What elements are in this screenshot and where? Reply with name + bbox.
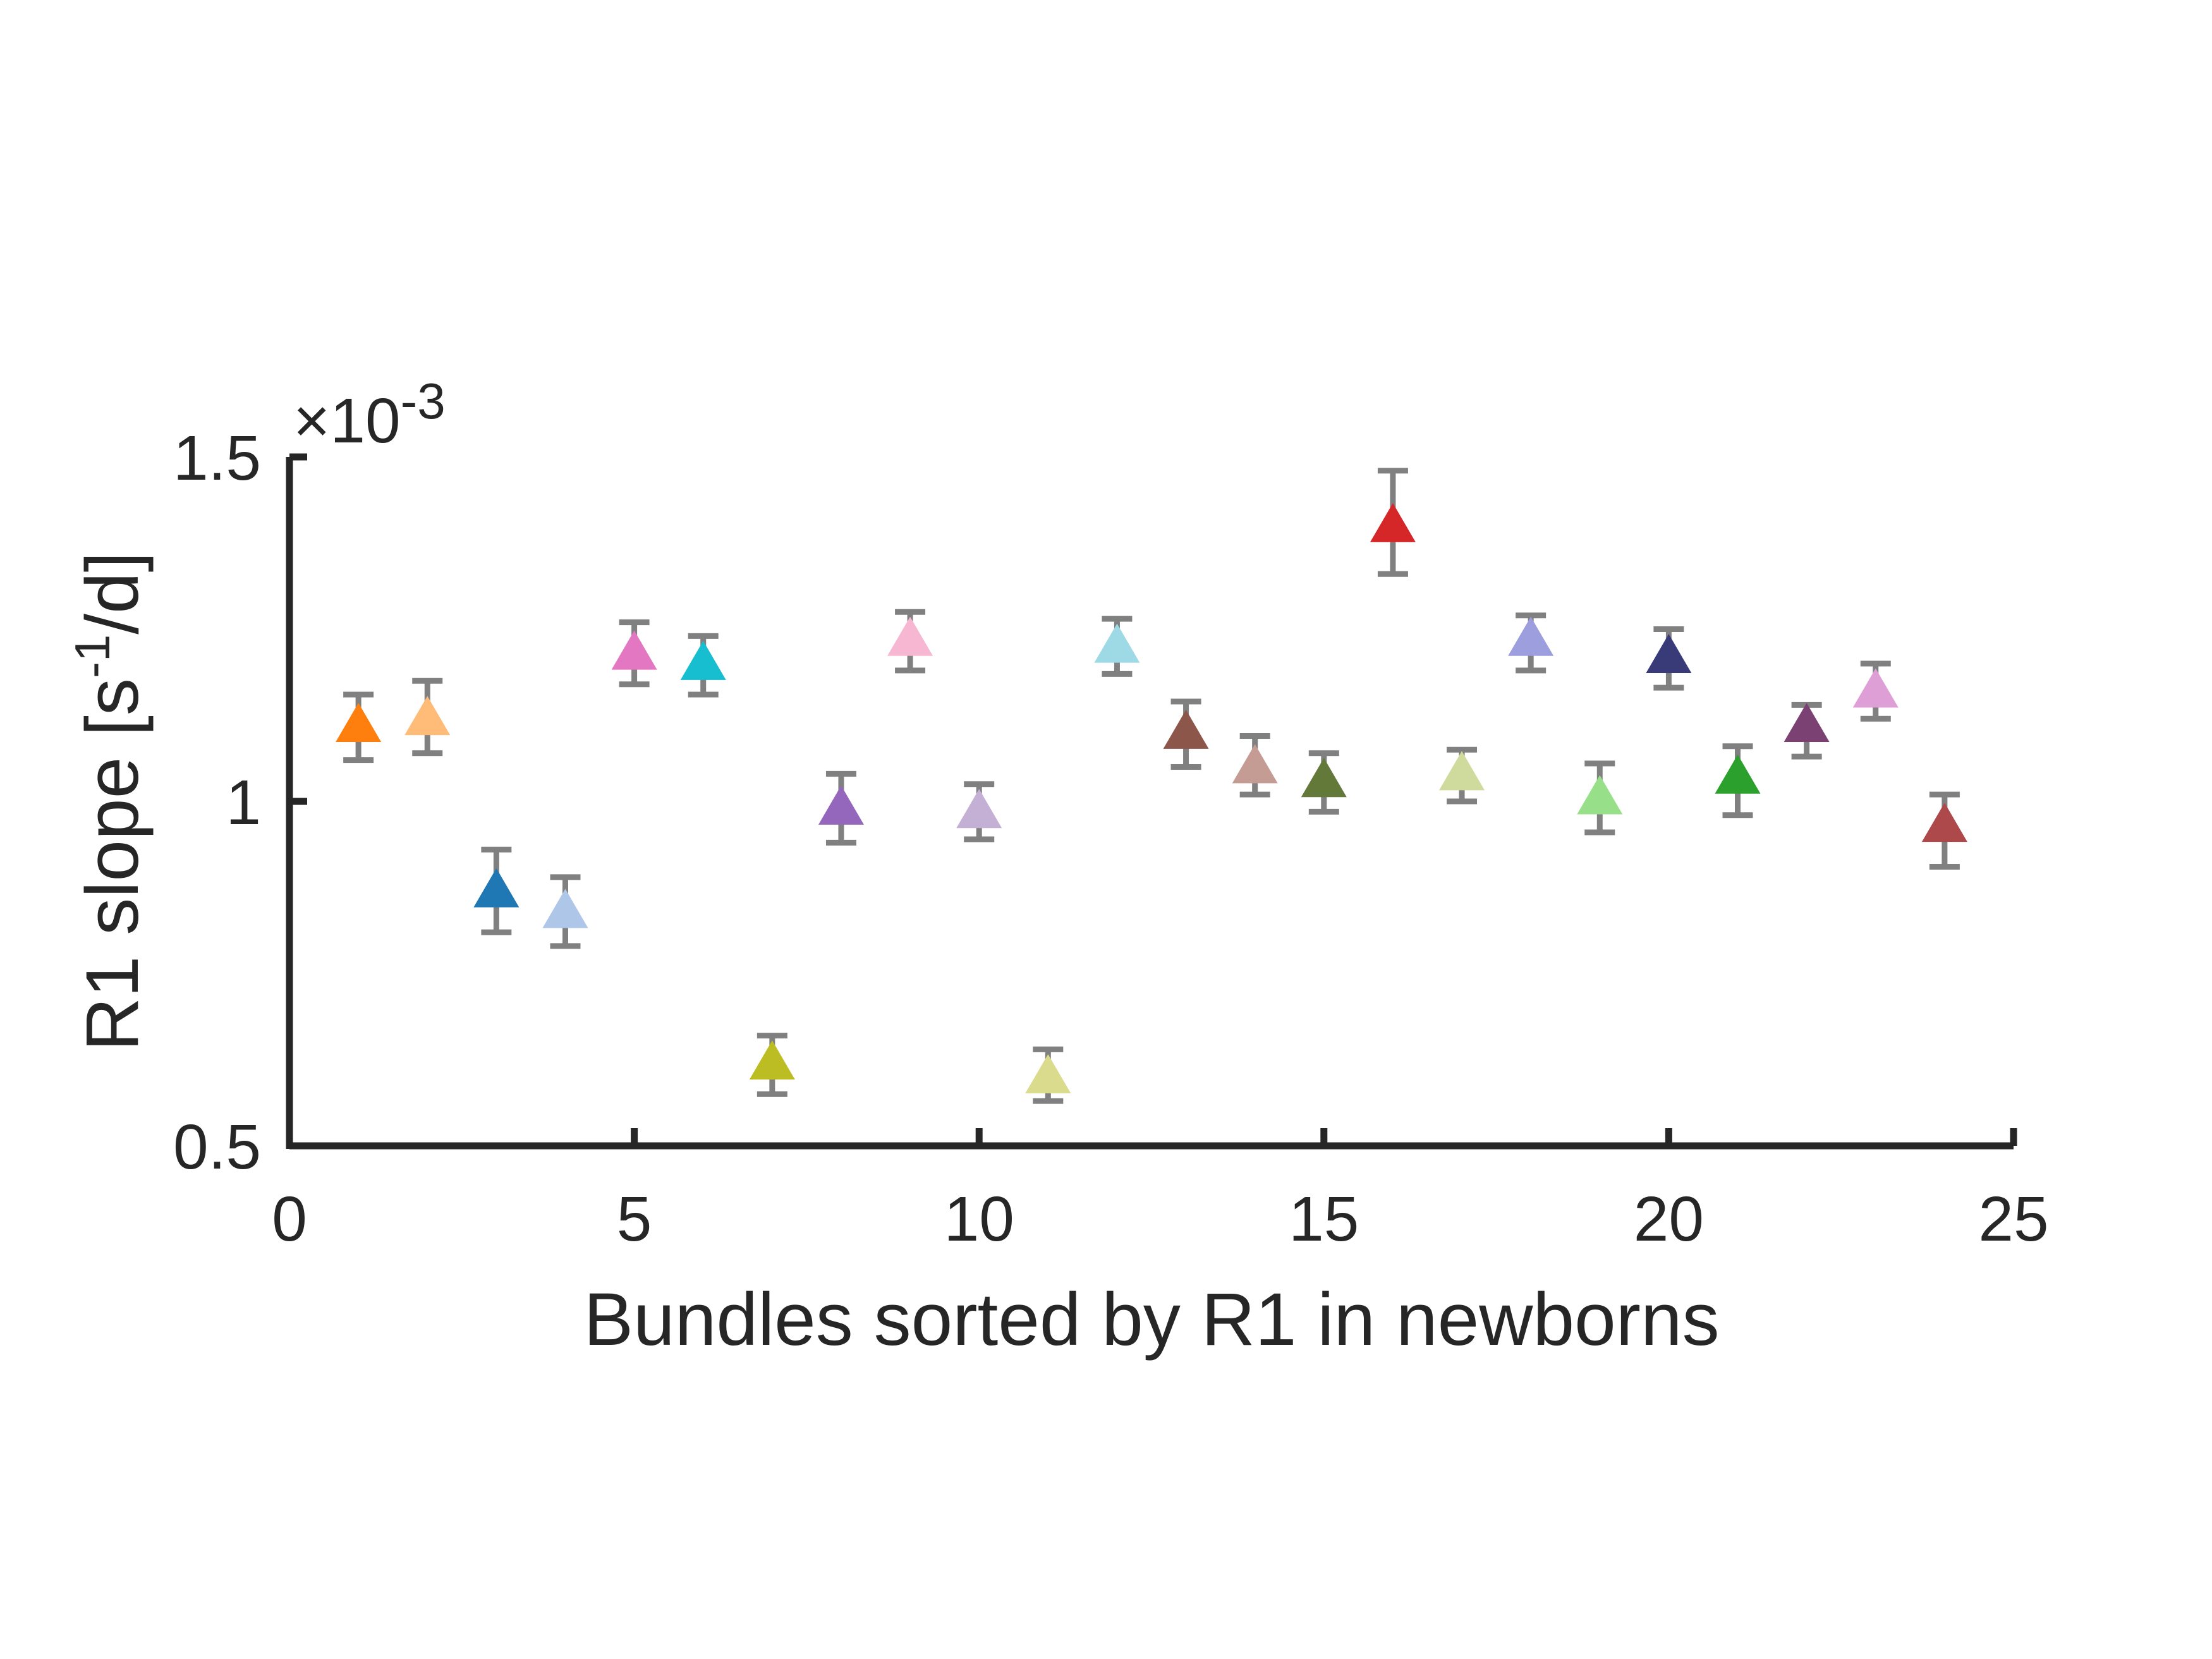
data-point (1232, 732, 1278, 798)
plot-area (336, 468, 1967, 1104)
data-point (680, 633, 726, 698)
triangle-marker (1370, 503, 1416, 542)
data-point (336, 691, 382, 763)
triangle-marker (680, 641, 726, 680)
x-tick-label: 0 (272, 1184, 307, 1255)
x-tick-label: 25 (1978, 1184, 2048, 1255)
y-axis-label-tail: /d] (71, 552, 154, 635)
triangle-marker (1301, 758, 1347, 798)
y-exponent-label: ×10-3 (293, 373, 446, 456)
triangle-marker (1094, 623, 1140, 663)
x-tick-label: 20 (1634, 1184, 1704, 1255)
triangle-marker (1784, 703, 1830, 743)
triangle-marker (404, 696, 451, 736)
data-point (611, 619, 657, 688)
y-ticks: 0.5 1 1.5 (173, 423, 307, 1182)
triangle-marker (887, 616, 933, 656)
data-point (1921, 791, 1967, 870)
data-point (1370, 468, 1416, 577)
x-tick-label: 15 (1289, 1184, 1359, 1255)
triangle-marker (956, 789, 1002, 829)
y-tick-label: 1 (226, 767, 261, 838)
data-point (1646, 626, 1692, 691)
data-point (1508, 612, 1554, 674)
data-point (1025, 1046, 1071, 1104)
data-point (404, 678, 451, 757)
y-axis-label: R1 slope [s-1/d] (64, 552, 154, 1052)
data-point (749, 1033, 795, 1097)
data-point (1577, 760, 1623, 836)
data-point (1163, 698, 1209, 770)
triangle-marker (1715, 754, 1761, 794)
data-point (1439, 746, 1485, 805)
data-point (473, 846, 520, 935)
triangle-marker (1921, 803, 1967, 842)
triangle-marker (1852, 668, 1899, 708)
y-tick-label: 0.5 (173, 1112, 261, 1182)
triangle-marker (542, 889, 588, 928)
triangle-marker (818, 785, 864, 825)
triangle-marker (336, 703, 382, 743)
data-point (887, 609, 933, 674)
triangle-marker (1577, 775, 1623, 815)
triangle-marker (1646, 634, 1692, 674)
data-point (1715, 743, 1761, 818)
x-tick-label: 5 (617, 1184, 652, 1255)
y-axis-label-superscript: -1 (64, 635, 120, 678)
triangle-marker (611, 630, 657, 670)
triangle-marker (1508, 616, 1554, 656)
x-tick-label: 10 (944, 1184, 1014, 1255)
data-point (1852, 660, 1899, 722)
triangle-marker (749, 1040, 795, 1080)
data-point (1301, 750, 1347, 815)
x-ticks: 0 5 10 15 20 25 (272, 1128, 2049, 1255)
x-axis-label: Bundles sorted by R1 in newborns (583, 1278, 1719, 1361)
axes (286, 457, 2014, 1150)
y-axis-label-main: R1 slope [s (71, 678, 154, 1051)
y-tick-label: 1.5 (173, 423, 261, 494)
data-point (1784, 702, 1830, 760)
data-point (1094, 616, 1140, 677)
y-exponent-power: -3 (401, 373, 446, 429)
data-point (956, 781, 1002, 842)
triangle-marker (1439, 751, 1485, 791)
data-point (818, 770, 864, 846)
triangle-marker (1232, 744, 1278, 784)
y-exponent-base: ×10 (293, 386, 401, 456)
triangle-marker (1025, 1054, 1071, 1093)
triangle-marker (1163, 710, 1209, 749)
data-point (542, 874, 588, 949)
triangle-marker (473, 868, 520, 908)
